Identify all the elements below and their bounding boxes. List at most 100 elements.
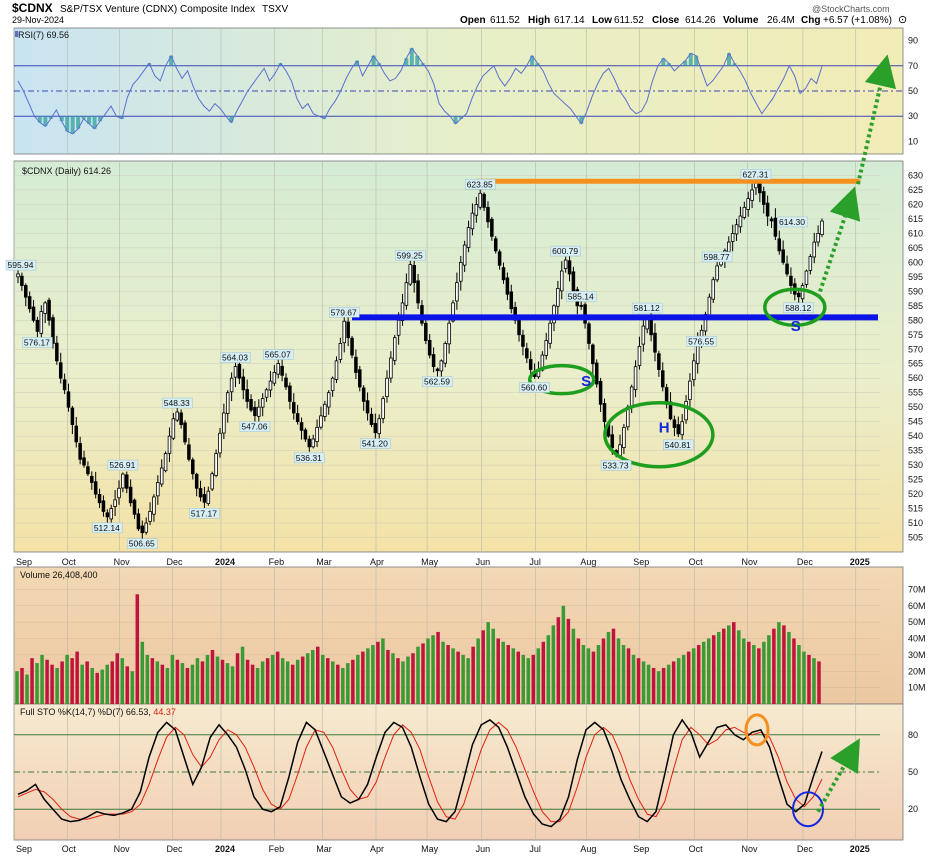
close-label: Close	[652, 15, 680, 26]
volume-bar	[300, 656, 305, 704]
price-tick-label: 630	[908, 170, 923, 180]
volume-tick-label: 30M	[908, 650, 926, 660]
ohlc-readout: Open 611.52 High 617.14 Low 611.52 Close…	[460, 14, 907, 26]
price-candle	[571, 271, 576, 292]
volume-bar	[35, 663, 39, 704]
price-candle	[175, 411, 180, 421]
price-candle	[257, 406, 261, 417]
price-candle	[78, 443, 82, 460]
volume-bar	[185, 667, 190, 704]
price-candle	[447, 322, 451, 345]
price-candle	[653, 332, 657, 353]
rsi-overbought-fill	[147, 48, 737, 66]
price-candle	[451, 302, 455, 322]
volume-bar	[396, 658, 400, 704]
price-candle	[742, 206, 747, 218]
volume-bar	[326, 658, 330, 704]
price-value-label-bg	[422, 376, 453, 387]
volume-bar	[371, 645, 375, 704]
price-tick-label: 520	[908, 489, 923, 499]
price-candle	[377, 418, 381, 435]
price-candle	[342, 320, 347, 344]
volume-bar	[205, 654, 210, 704]
price-candle	[354, 356, 358, 373]
price-candle	[505, 277, 510, 295]
price-candle	[330, 377, 335, 392]
price-value-label-bg	[550, 245, 581, 257]
volume-bar	[331, 661, 335, 704]
price-x-label: Sep	[16, 557, 32, 567]
volume-bar	[200, 661, 205, 704]
volume-bar	[321, 654, 325, 704]
price-candle	[346, 321, 350, 339]
price-candle	[253, 406, 257, 417]
dropdown-icon[interactable]: ⊙	[898, 14, 907, 26]
volume-bar	[636, 658, 641, 704]
volume-bar	[556, 617, 561, 704]
price-value-label: 512.14	[94, 523, 120, 533]
price-tick-label: 615	[908, 214, 923, 224]
volume-bar	[486, 622, 490, 704]
volume-bar	[15, 671, 19, 704]
price-candle	[315, 427, 319, 442]
price-tick-label: 580	[908, 315, 923, 325]
projection-arrow	[816, 186, 861, 298]
price-candle	[777, 238, 782, 252]
volume-bar	[421, 643, 425, 704]
price-candle	[268, 380, 273, 391]
volume-bar	[706, 638, 711, 704]
volume-bar	[446, 645, 450, 704]
volume-bar	[80, 664, 84, 704]
volume-bar	[626, 648, 631, 704]
price-candle	[194, 473, 199, 489]
price-value-label: 506.65	[129, 539, 155, 549]
price-value-label: 576.17	[24, 337, 50, 347]
price-tick-label: 555	[908, 388, 923, 398]
price-candle	[90, 476, 94, 483]
price-value-label-bg	[220, 352, 251, 363]
price-candle	[816, 233, 820, 243]
volume-bar	[215, 656, 220, 704]
price-value-label: 533.73	[603, 460, 629, 470]
volume-bar	[807, 654, 811, 704]
price-candle	[319, 415, 323, 428]
price-value-label-bg	[519, 382, 550, 393]
price-value-label-bg	[127, 538, 158, 549]
price-candle	[730, 233, 735, 242]
volume-bar	[130, 671, 135, 704]
volume-bar	[616, 638, 621, 704]
price-candle	[587, 323, 591, 344]
price-candle	[299, 422, 304, 431]
volume-bar	[401, 661, 405, 704]
price-candle	[629, 386, 634, 408]
volume-bar	[681, 654, 686, 704]
price-candle	[24, 285, 28, 298]
price-value-label: 576.55	[688, 336, 714, 346]
price-candle	[311, 438, 315, 448]
volume-bar	[812, 658, 816, 704]
volume-bar	[727, 625, 731, 704]
price-candle	[272, 372, 277, 384]
price-candle	[163, 453, 168, 472]
volume-bar	[581, 645, 586, 704]
price-value-label-bg	[395, 250, 426, 261]
price-candle	[435, 368, 440, 372]
volume-bar	[611, 628, 616, 704]
price-candle	[501, 267, 506, 281]
price-value-label: 565.07	[265, 350, 291, 360]
price-x-label: Aug	[580, 557, 596, 567]
price-candle	[490, 218, 494, 237]
volume-tick-label: 10M	[908, 683, 926, 693]
volume-bar	[526, 658, 531, 704]
rsi-legend: RSI(7) 69.56	[18, 30, 69, 40]
rsi-tick-label: 50	[908, 86, 918, 96]
volume-bar	[75, 651, 79, 704]
low-value: 611.52	[614, 15, 644, 26]
price-value-label-bg	[600, 460, 632, 471]
volume-bar	[631, 654, 636, 704]
price-candle	[641, 325, 646, 345]
volume-tick-label: 60M	[908, 601, 926, 611]
header: $CDNX S&P/TSX Venture (CDNX) Composite I…	[12, 1, 907, 26]
price-candle	[334, 360, 339, 380]
price-candle	[39, 311, 44, 334]
